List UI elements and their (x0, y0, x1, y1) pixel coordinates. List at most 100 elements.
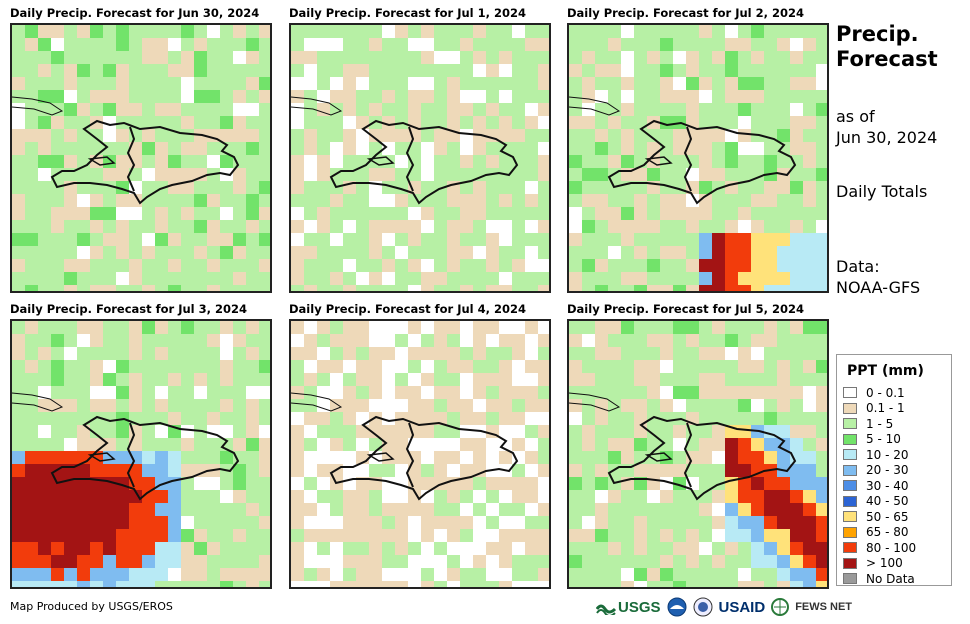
precip-cell (460, 425, 473, 438)
precip-cell (220, 542, 233, 555)
precip-cell (460, 503, 473, 516)
precip-cell (103, 51, 116, 64)
precip-cell (259, 129, 270, 142)
precip-cell (51, 220, 64, 233)
precip-cell (621, 64, 634, 77)
precip-cell (194, 581, 207, 587)
precip-cell (673, 285, 686, 291)
precip-cell (751, 168, 764, 181)
precip-cell (259, 568, 270, 581)
precip-cell (525, 90, 538, 103)
precip-cell (421, 581, 434, 587)
precip-cell (434, 155, 447, 168)
precip-cell (25, 272, 38, 285)
precip-cell (660, 129, 673, 142)
precip-cell (460, 373, 473, 386)
precip-cell (382, 581, 395, 587)
precip-cell (220, 246, 233, 259)
precip-cell (291, 386, 304, 399)
precip-cell (369, 77, 382, 90)
precip-cell (608, 129, 621, 142)
precip-cell (712, 220, 725, 233)
precip-cell (330, 425, 343, 438)
precip-cell (660, 347, 673, 360)
precip-cell (142, 438, 155, 451)
precip-cell (738, 425, 751, 438)
precip-cell (116, 259, 129, 272)
precip-cell (751, 116, 764, 129)
precip-cell (129, 285, 142, 291)
precip-cell (194, 142, 207, 155)
precip-cell (777, 581, 790, 587)
precip-cell (725, 142, 738, 155)
precip-cell (460, 207, 473, 220)
noaa-logo-icon (667, 597, 687, 617)
precip-cell (116, 246, 129, 259)
precip-cell (712, 90, 725, 103)
precip-cell (233, 321, 246, 334)
precip-cell (569, 207, 582, 220)
precip-cell (538, 321, 549, 334)
precip-cell (168, 490, 181, 503)
precip-cell (51, 51, 64, 64)
precip-cell (499, 64, 512, 77)
precip-cell (25, 412, 38, 425)
precip-cell (304, 285, 317, 291)
precip-cell (712, 194, 725, 207)
precip-cell (304, 51, 317, 64)
precip-cell (803, 516, 816, 529)
precip-cell (699, 142, 712, 155)
precip-cell (660, 220, 673, 233)
precip-cell (369, 373, 382, 386)
precip-cell (751, 399, 764, 412)
precip-cell (395, 77, 408, 90)
precip-cell (233, 490, 246, 503)
precip-cell (408, 373, 421, 386)
precip-cell (168, 194, 181, 207)
precip-cell (103, 233, 116, 246)
precip-cell (582, 233, 595, 246)
precip-cell (738, 581, 751, 587)
precip-cell (304, 181, 317, 194)
panel-title: Daily Precip. Forecast for Jun 30, 2024 (10, 6, 260, 20)
precip-cell (816, 373, 827, 386)
precip-cell (473, 568, 486, 581)
precip-cell (699, 386, 712, 399)
precip-cell (343, 451, 356, 464)
precip-cell (142, 542, 155, 555)
precip-cell (291, 51, 304, 64)
precip-cell (12, 220, 25, 233)
precip-cell (317, 360, 330, 373)
precip-cell (317, 555, 330, 568)
precip-cell (155, 129, 168, 142)
precip-cell (738, 246, 751, 259)
precip-cell (460, 412, 473, 425)
precip-cell (330, 490, 343, 503)
precip-cell (369, 272, 382, 285)
precip-cell (764, 347, 777, 360)
precip-cell (25, 246, 38, 259)
precip-cell (538, 207, 549, 220)
precip-cell (634, 194, 647, 207)
precip-cell (525, 285, 538, 291)
precip-cell (538, 103, 549, 116)
precip-cell (116, 464, 129, 477)
precip-cell (129, 272, 142, 285)
precip-cell (608, 529, 621, 542)
precip-cell (764, 103, 777, 116)
precip-cell (460, 259, 473, 272)
precip-cell (317, 168, 330, 181)
precip-cell (181, 155, 194, 168)
precip-cell (25, 77, 38, 90)
precip-cell (712, 77, 725, 90)
precip-cell (764, 568, 777, 581)
precip-cell (673, 321, 686, 334)
precip-cell (816, 220, 827, 233)
precip-cell (103, 347, 116, 360)
precip-cell (220, 220, 233, 233)
legend-label: 0.1 - 1 (866, 401, 905, 416)
precip-cell (673, 51, 686, 64)
precip-cell (582, 194, 595, 207)
precip-cell (608, 412, 621, 425)
precip-cell (181, 220, 194, 233)
